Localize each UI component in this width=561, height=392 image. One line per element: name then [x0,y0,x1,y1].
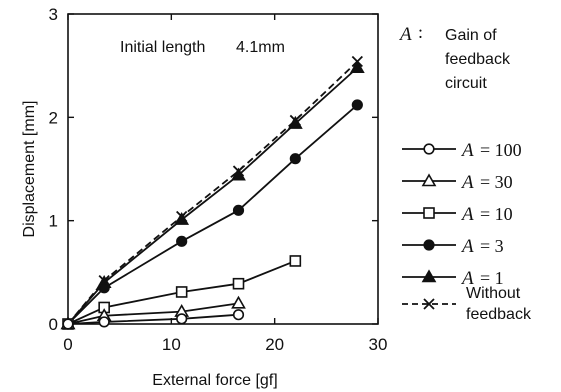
series-0-line [67,313,239,325]
series-5-line [67,60,358,325]
series-0-point-3 [232,309,245,321]
x-tick-label-1: 10 [162,335,181,354]
x-tick-label-3: 30 [369,335,388,354]
series-3-point-4 [289,153,301,165]
series-1-line [67,302,239,325]
series-4-point-3 [231,167,246,181]
legend-title-line-2: feedback [445,51,511,68]
legend-marker-3 [423,239,435,251]
legend-title-line-3: circuit [445,75,487,92]
legend-label-2-symbol: A [460,204,474,225]
series-4-line [67,67,358,325]
legend-label-0-value: = 100 [480,140,522,160]
initial-length-label: Initial length [120,39,205,56]
initial-length-value: 4.1mm [236,39,285,56]
legend-entry-2: A = 10 [402,204,513,225]
series-3-point-5 [351,99,363,111]
y-tick-label-0: 0 [49,315,58,334]
series-0-point-0 [62,318,74,330]
legend-marker-5 [423,298,435,310]
y-tick-label-3: 3 [49,5,58,24]
series-0-point-2 [176,313,188,325]
legend-label-5-line-2: feedback [466,306,532,323]
series-layer [60,55,365,330]
series-2-point-3 [232,277,245,290]
legend-label-0-symbol: A [460,140,474,161]
y-tick-label-2: 2 [49,108,58,127]
x-axis-title: External force [gf] [152,372,277,389]
legend-label-2-value: = 10 [480,204,513,224]
axis-ticks [67,13,379,325]
series-0 [62,309,245,330]
series-4-point-2 [174,212,190,225]
legend-entry-0: A = 100 [402,140,522,161]
legend-title-line-1: Gain of [445,27,497,44]
legend-label-3-symbol: A [460,236,474,257]
plot-frame [67,13,379,325]
legend-title-symbol: A [398,24,412,45]
series-4-point-4 [287,115,303,129]
legend-entry-3: A = 3 [402,236,504,257]
x-tick-label-0: 0 [63,335,72,354]
legend-label-3-value: = 3 [480,236,504,256]
legend-label-1-symbol: A [460,172,474,193]
series-2-point-2 [175,286,188,298]
legend-marker-5-stroke-b [423,298,435,310]
series-2-point-4 [289,255,302,267]
legend-title-colon: : [418,22,423,42]
y-tick-label-1: 1 [49,212,58,231]
legend-label-5-line-1: Without [466,285,521,302]
legend-marker-4 [421,269,437,283]
series-0-point-1 [98,316,110,328]
series-3-line [67,104,358,325]
series-1-point-3 [231,295,246,309]
series-3-point-2 [176,235,188,247]
legend-label-4-value: = 1 [480,268,504,288]
y-axis-title: Displacement [mm] [21,101,38,238]
legend-label-1-value: = 30 [480,172,513,192]
series-3-point-1 [98,282,110,294]
legend-marker-2 [423,207,435,219]
legend-entry-1: A = 30 [402,172,513,193]
series-3-point-3 [232,204,245,216]
x-tick-label-2: 20 [265,335,284,354]
legend-marker-1 [421,173,437,187]
series-3 [62,99,363,330]
series-4-point-5 [349,60,365,74]
legend-entry-5: Without feedback [402,285,532,323]
axis-tick-labels: 0 10 20 30 0 1 2 3 [49,5,388,354]
legend-entry-4: A = 1 [402,268,504,289]
legend-marker-0 [423,143,435,155]
legend-label-4-symbol: A [460,268,474,289]
